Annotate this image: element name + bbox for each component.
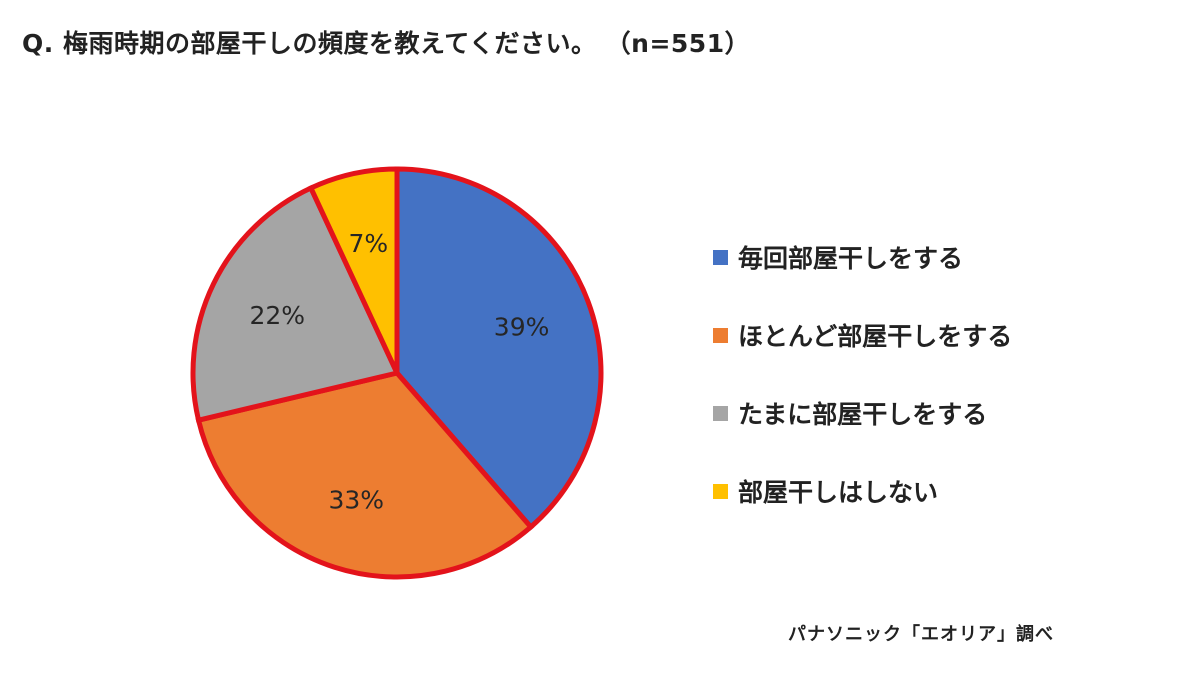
legend-label: ほとんど部屋干しをする	[738, 322, 1013, 351]
pie-slices	[190, 166, 604, 580]
legend-swatch	[713, 249, 728, 265]
pie-labels: 39% 33% 22% 7%	[250, 229, 550, 514]
pie-data-label-4: 7%	[348, 229, 388, 258]
chart-legend: 毎回部屋干しをするほとんど部屋干しをする たまに部屋干しをする 部屋干しはしない	[713, 237, 1012, 549]
pie-data-label-2: 33%	[329, 486, 385, 515]
legend-swatch	[713, 483, 728, 499]
pie-slice-1	[394, 166, 604, 531]
pie-slice-4	[307, 166, 400, 375]
legend-item-1: 毎回部屋干しをする	[713, 237, 1012, 277]
chart-title: Q. 梅雨時期の部屋干しの頻度を教えてください。 （n=551）	[22, 29, 751, 58]
legend-label: 毎回部屋干しをする	[738, 244, 964, 273]
legend-item-4: 部屋干しはしない	[713, 471, 1012, 511]
pie-slice-2	[195, 370, 535, 580]
legend-swatch	[713, 327, 728, 343]
pie-data-label-3: 22%	[250, 301, 306, 330]
pie-data-label-1: 39%	[494, 312, 550, 341]
legend-label: たまに部屋干しをする	[738, 400, 988, 429]
source-note: パナソニック「エオリア」調べ	[788, 624, 1054, 645]
legend-item-2: ほとんど部屋干しをする	[713, 315, 1012, 355]
legend-swatch	[713, 405, 728, 421]
legend-item-3: たまに部屋干しをする	[713, 393, 1012, 433]
legend-label: 部屋干しはしない	[738, 478, 939, 507]
pie-slice-3	[190, 184, 401, 424]
